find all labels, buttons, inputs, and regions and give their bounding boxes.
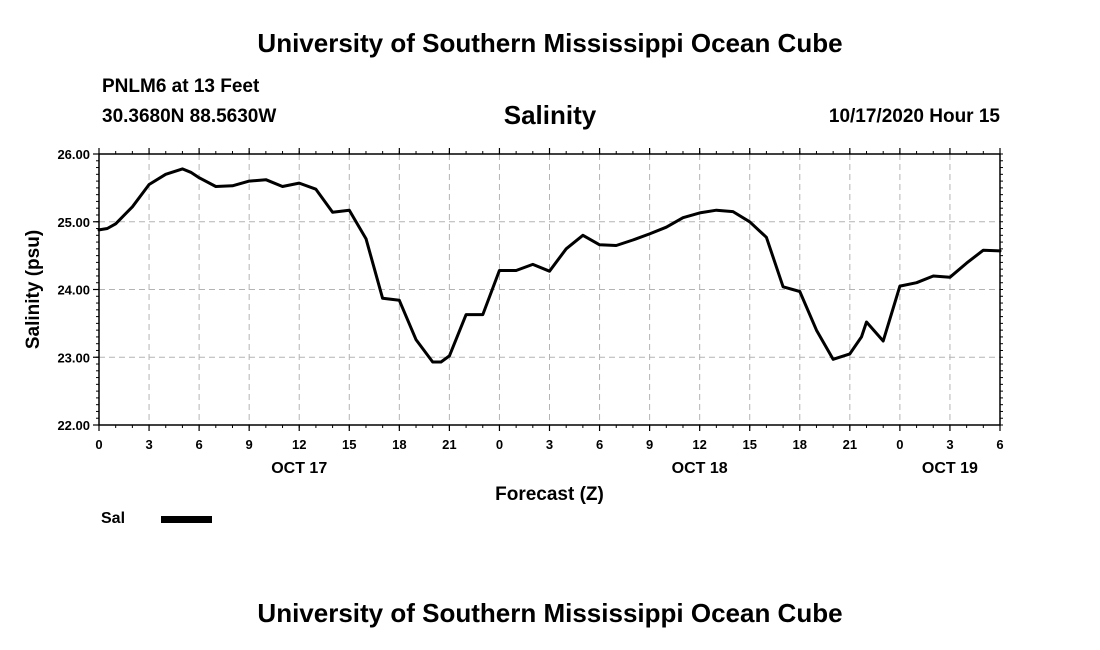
bottom-title: University of Southern Mississippi Ocean… <box>257 598 843 628</box>
x-tick-label: 3 <box>145 437 152 452</box>
y-tick-label: 26.00 <box>57 147 90 162</box>
y-tick-label: 22.00 <box>57 418 90 433</box>
y-tick-label: 24.00 <box>57 283 90 298</box>
top-title: University of Southern Mississippi Ocean… <box>257 28 843 58</box>
x-axis-title: Forecast (Z) <box>495 484 604 505</box>
x-tick-label: 21 <box>843 437 857 452</box>
x-tick-label: 9 <box>246 437 253 452</box>
y-axis-title: Salinity (psu) <box>23 230 44 349</box>
x-tick-label: 6 <box>596 437 603 452</box>
date-label: OCT 19 <box>922 460 978 477</box>
series-layer <box>97 167 1002 364</box>
legend-swatch <box>161 516 212 523</box>
x-tick-label: 12 <box>292 437 306 452</box>
x-tick-label: 0 <box>496 437 503 452</box>
x-tick-label: 15 <box>742 437 756 452</box>
date-label: OCT 18 <box>672 460 728 477</box>
forecast-run-time: 10/17/2020 Hour 15 <box>828 106 1000 127</box>
y-tick-label: 23.00 <box>57 350 90 365</box>
chart-title: Salinity <box>503 100 597 130</box>
station-label: PNLM6 at 13 Feet <box>102 76 260 97</box>
x-tick-label: 9 <box>646 437 653 452</box>
station-coordinates: 30.3680N 88.5630W <box>102 106 277 127</box>
x-tick-label: 21 <box>442 437 456 452</box>
axis-labels: 22.00 23.00 24.00 25.00 26.00 0 3 6 9 12 15 18 21 0 3 6… <box>57 147 1003 477</box>
x-tick-label: 18 <box>392 437 406 452</box>
x-tick-label: 3 <box>946 437 953 452</box>
grid-lines <box>99 154 1000 425</box>
x-tick-label: 3 <box>546 437 553 452</box>
x-tick-label: 12 <box>692 437 706 452</box>
x-tick-label: 6 <box>195 437 202 452</box>
y-tick-label: 25.00 <box>57 215 90 230</box>
x-tick-label: 0 <box>95 437 102 452</box>
series-line-salinity <box>97 167 1002 364</box>
legend-label: Sal <box>101 510 126 527</box>
x-tick-label: 18 <box>793 437 807 452</box>
x-tick-label: 6 <box>996 437 1003 452</box>
x-tick-label: 15 <box>342 437 356 452</box>
axis-ticks <box>93 148 1003 431</box>
date-label: OCT 17 <box>271 460 327 477</box>
x-tick-label: 0 <box>896 437 903 452</box>
